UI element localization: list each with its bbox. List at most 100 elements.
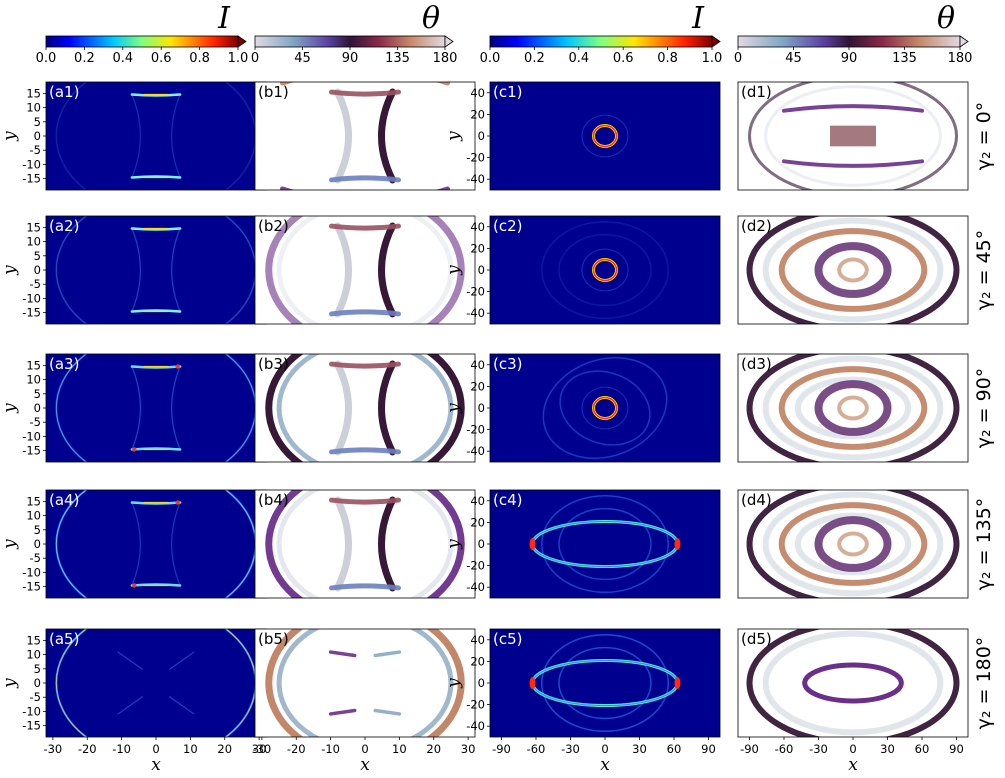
panel-art — [265, 629, 465, 737]
colorbar-tick-label: 1.0 — [228, 51, 249, 66]
x-tick-label: 20 — [217, 742, 232, 756]
panel-art — [581, 114, 629, 158]
inner-band — [276, 354, 454, 462]
x-tick-label: -10 — [112, 742, 131, 756]
outer-ring — [542, 356, 668, 460]
gamma-label: γ₂ = 135° — [973, 498, 995, 591]
y-tick-label: -15 — [22, 172, 41, 186]
diagonal-streak — [169, 651, 195, 670]
x-tick-label: 20 — [426, 742, 441, 756]
y-tick-label: -40 — [466, 719, 485, 733]
x-axis-label: x — [151, 755, 161, 775]
y-tick-label: -15 — [22, 444, 41, 458]
y-axis-label: y — [0, 265, 20, 276]
panel-label: (a3) — [49, 355, 79, 373]
y-axis-label: y — [0, 403, 20, 414]
colorbar-tick-label: 135 — [385, 51, 410, 66]
hourglass-right — [378, 360, 396, 456]
y-tick-label: -10 — [22, 565, 41, 579]
y-tick-label: 10 — [26, 101, 41, 115]
phase-band — [778, 366, 928, 450]
colorbar-tick-label: 180 — [948, 51, 973, 66]
panel-label: (b4) — [258, 491, 289, 509]
panel-frame — [737, 489, 969, 599]
y-tick-label: -40 — [466, 580, 485, 594]
phase-band — [762, 355, 944, 461]
hourglass-left — [334, 360, 352, 456]
inner-band — [276, 629, 454, 737]
x-tick-label: -60 — [527, 742, 546, 756]
outer-ring — [541, 633, 669, 733]
y-tick-label: 0 — [478, 537, 485, 551]
colorbar-tick-label: 0.0 — [36, 51, 57, 66]
phase-band — [778, 502, 928, 586]
diagonal-fragment — [373, 650, 402, 658]
colorbars: 0.0 0.2 0.4 0.6 0.8 1.0 I 0 45 90 135 180 θ 0.0 0.2 0.4… — [36, 1, 973, 66]
colorbar-tick-label: 90 — [841, 51, 858, 66]
y-axis-label: y — [444, 403, 464, 414]
colorbar-tick-label: 0.6 — [151, 51, 172, 66]
core-ring-hot — [592, 124, 618, 148]
mid-ring — [558, 233, 652, 307]
hourglass-left — [131, 227, 141, 313]
colorbar-tick-label: 0 — [251, 51, 259, 66]
y-axis-label: y — [444, 265, 464, 276]
panel-art — [529, 494, 681, 594]
inner-band — [276, 490, 454, 598]
panel-art — [748, 82, 958, 190]
y-tick-label: 40 — [470, 494, 485, 508]
outer-ring — [541, 220, 669, 320]
panel-background — [46, 490, 266, 598]
outer-band — [265, 354, 465, 462]
x-tick-label: 0 — [601, 742, 608, 756]
panel-label: (a1) — [49, 83, 79, 101]
phase-band — [748, 82, 958, 190]
panel-background — [490, 354, 720, 462]
outer-ring — [541, 494, 669, 594]
hot-spot — [175, 364, 180, 369]
colorbar-tick-label: 0.2 — [74, 51, 95, 66]
y-tick-label: -10 — [22, 157, 41, 171]
panel-label: (b2) — [258, 217, 289, 235]
y-tick-label: 40 — [470, 633, 485, 647]
y-tick-label: -5 — [30, 143, 41, 157]
panel-frame — [737, 81, 969, 191]
y-tick-label: 0 — [34, 676, 41, 690]
y-tick-label: -40 — [466, 306, 485, 320]
center-ring — [837, 395, 869, 421]
hourglass-bottom — [329, 583, 401, 591]
y-tick-label: 10 — [26, 373, 41, 387]
y-axis-label: y — [0, 678, 20, 689]
panel-art — [746, 490, 960, 598]
y-tick-label: -20 — [466, 151, 485, 165]
y-tick-label: 0 — [34, 129, 41, 143]
panel-background — [46, 82, 266, 190]
hourglass-right — [171, 501, 181, 587]
halo — [581, 386, 629, 430]
inner-band — [276, 216, 454, 324]
y-tick-label: 15 — [26, 494, 41, 508]
y-tick-label: -15 — [22, 719, 41, 733]
panel-frame — [254, 489, 476, 599]
x-tick-label: -30 — [561, 742, 580, 756]
panel-art — [541, 220, 669, 320]
panel-art — [746, 629, 960, 737]
hourglass-right — [378, 88, 396, 184]
hourglass-right — [171, 227, 181, 313]
colorbar-extend-arrow — [444, 35, 454, 48]
panel-label: (d4) — [741, 491, 772, 509]
panel-background — [46, 629, 266, 737]
center-hole — [802, 662, 904, 704]
hourglass-bottom — [329, 447, 401, 455]
phase-band — [746, 490, 960, 598]
halo — [581, 248, 629, 292]
panel-art — [280, 82, 450, 190]
phase-band — [746, 216, 960, 324]
y-tick-label: 5 — [34, 387, 41, 401]
hot-bar — [130, 93, 182, 97]
y-tick-label: -5 — [30, 690, 41, 704]
panel-label: (c4) — [493, 491, 523, 509]
mid-ring — [558, 507, 652, 581]
phase-band — [778, 228, 928, 312]
